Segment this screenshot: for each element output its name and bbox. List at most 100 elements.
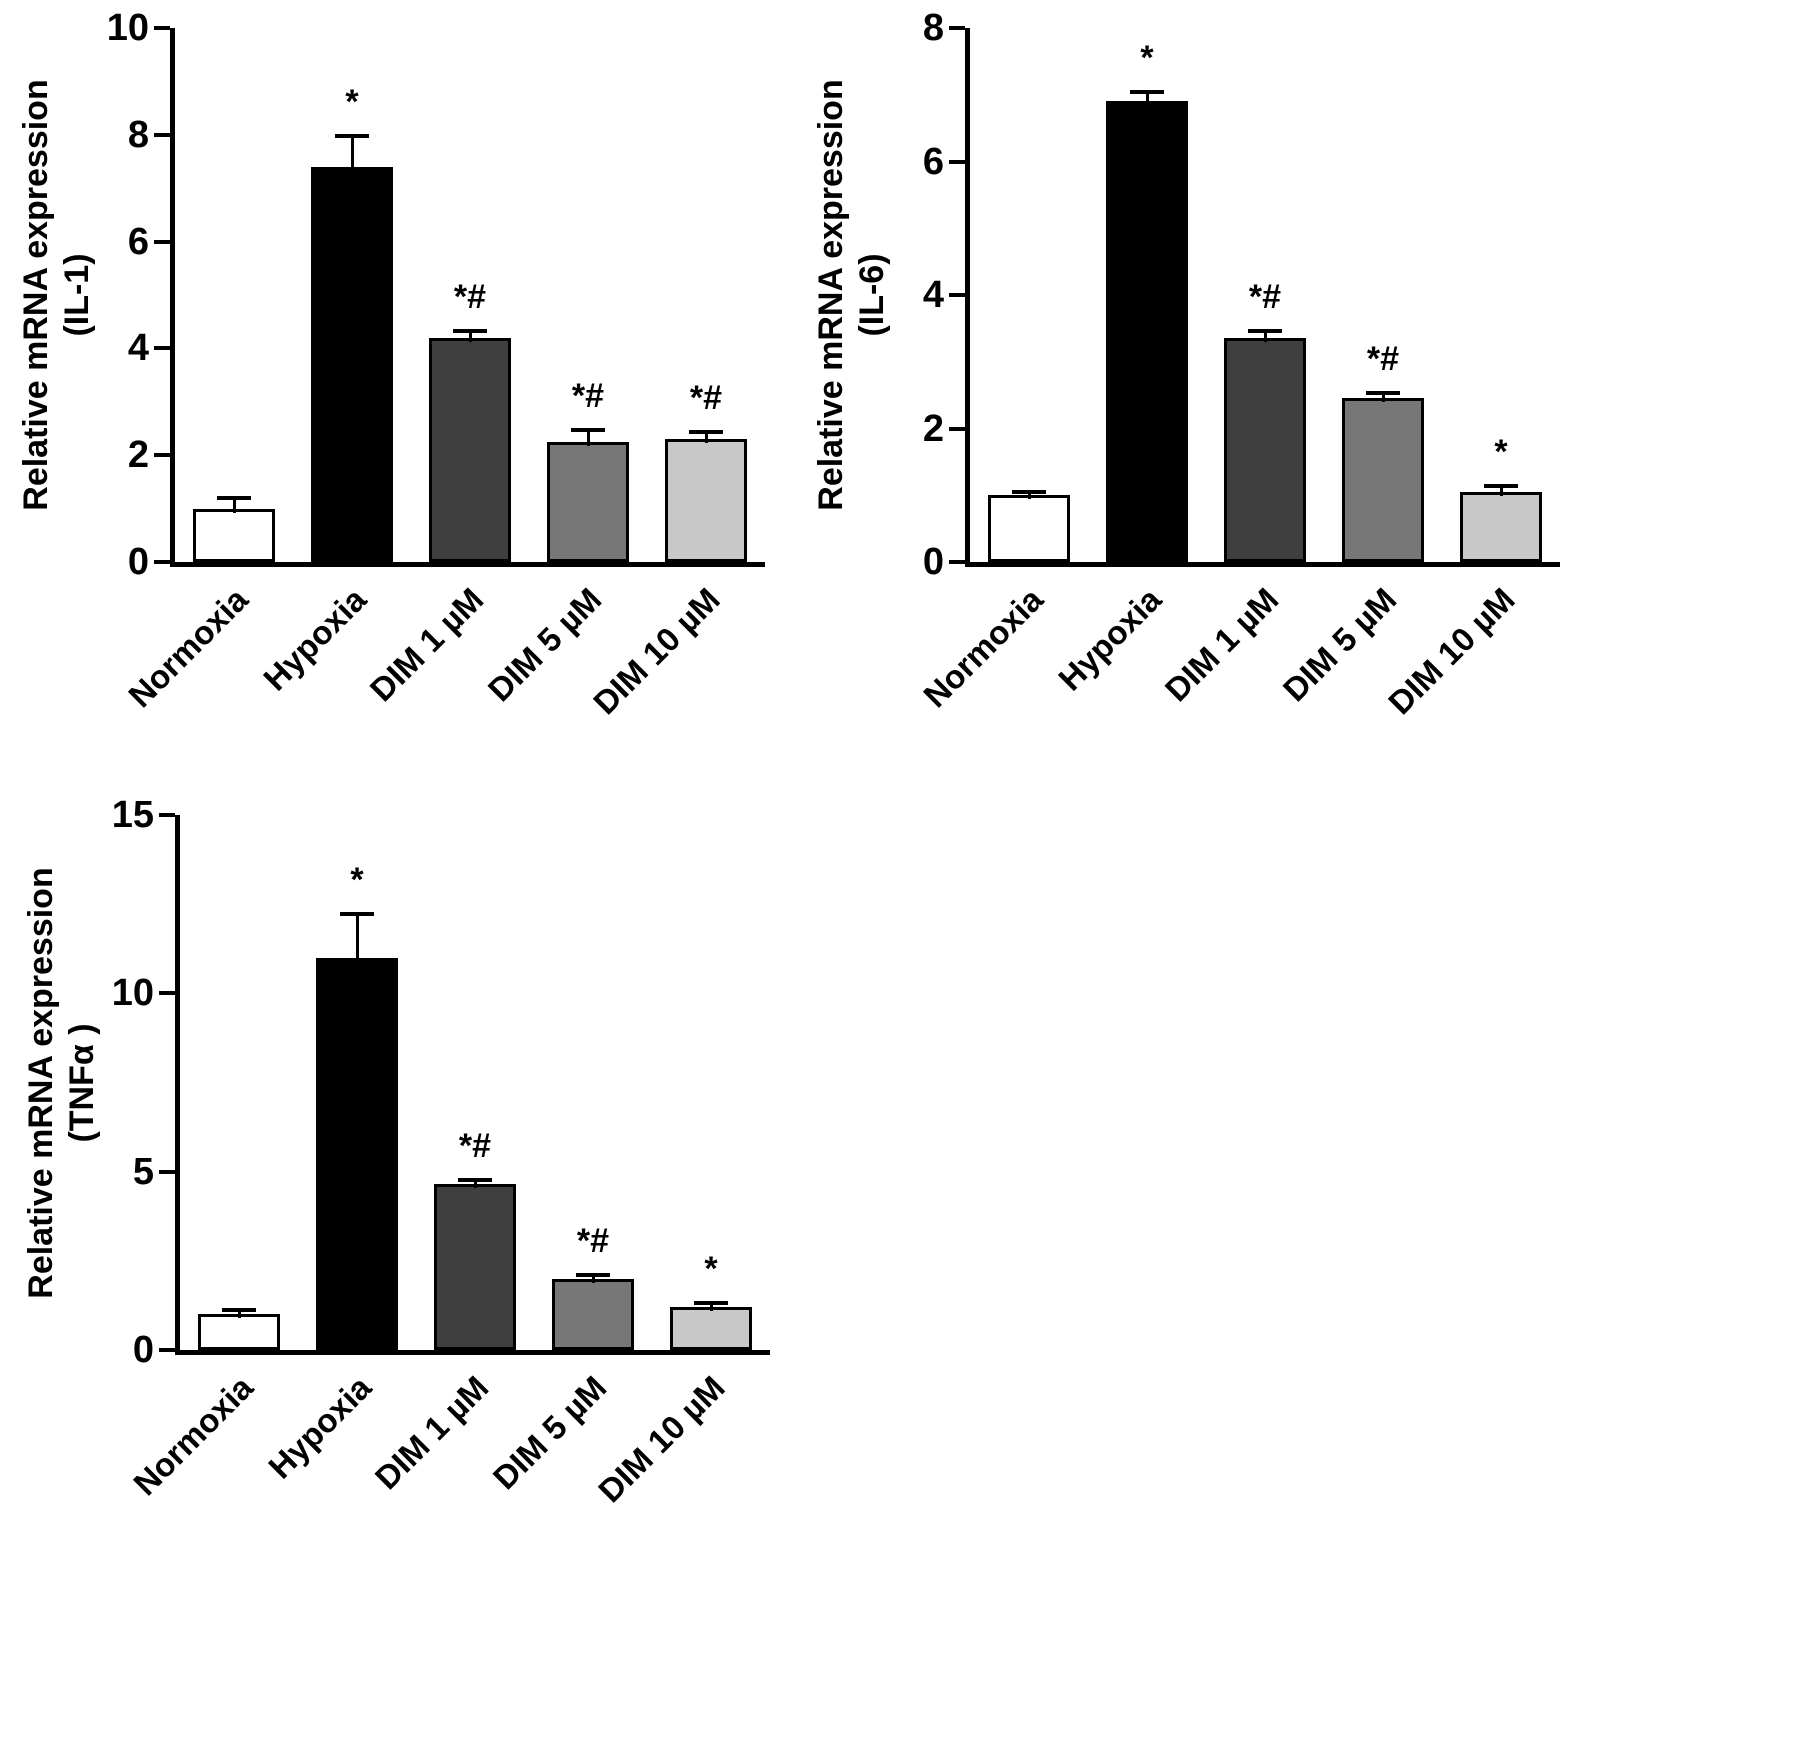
x-category-label: Hypoxia xyxy=(255,580,373,698)
y-tick-mark xyxy=(949,293,965,297)
x-category-label: Normoxia xyxy=(120,580,255,715)
error-bar-stem xyxy=(350,137,354,171)
bar-dim-5-m xyxy=(1342,398,1424,562)
error-bar-stem xyxy=(355,914,359,962)
bar-normoxia xyxy=(198,1314,280,1350)
error-bar-cap xyxy=(1012,489,1046,494)
error-bar-cap xyxy=(1366,390,1400,395)
error-bar-stem xyxy=(473,1181,477,1189)
bar-dim-1-m xyxy=(1224,338,1306,562)
bar-normoxia xyxy=(988,495,1070,562)
bar-dim-5-m xyxy=(547,441,629,562)
bar-dim-10-m xyxy=(1460,491,1542,562)
x-category-label: Hypoxia xyxy=(1050,580,1168,698)
error-bar-cap xyxy=(1130,90,1164,95)
y-tick-mark xyxy=(154,346,170,351)
error-bar-cap xyxy=(340,911,374,916)
bar-dim-10-m xyxy=(665,439,747,562)
y-axis-title-line2: (IL-6) xyxy=(853,253,891,337)
y-tick-label: 0 xyxy=(132,1329,154,1371)
y-tick-label: 6 xyxy=(922,140,944,183)
y-axis-title: Relative mRNA expression (IL-6) xyxy=(811,79,893,510)
y-tick-label: 10 xyxy=(111,972,154,1015)
x-category-label: DIM 10 µM xyxy=(586,580,727,722)
y-tick-mark xyxy=(159,813,175,817)
bar-dim-5-m xyxy=(552,1278,634,1350)
y-tick-label: 15 xyxy=(111,794,154,836)
error-bar-stem xyxy=(591,1275,595,1283)
y-tick-label: 2 xyxy=(922,407,944,450)
error-bar-stem xyxy=(586,431,590,446)
y-axis-title: Relative mRNA expression (TNFα ) xyxy=(21,867,103,1298)
y-axis-title-line1: Relative mRNA expression xyxy=(22,866,61,1299)
bar-dim-10-m xyxy=(670,1307,752,1350)
error-bar-stem xyxy=(1381,393,1385,403)
significance-annotation: *# xyxy=(453,278,487,317)
error-bar-cap xyxy=(571,428,605,433)
significance-annotation: *# xyxy=(1366,339,1400,378)
y-tick-label: 4 xyxy=(922,274,944,316)
y-axis-title-line2: (IL-1) xyxy=(58,253,96,337)
bar-hypoxia xyxy=(316,957,398,1350)
error-bar-cap xyxy=(335,134,369,139)
y-tick-label: 0 xyxy=(127,541,149,583)
y-axis-title-line2: (TNFα ) xyxy=(63,1022,101,1143)
y-tick-mark xyxy=(949,426,965,431)
y-tick-mark xyxy=(949,560,965,564)
bar-dim-1-m xyxy=(429,337,511,562)
y-tick-mark xyxy=(154,453,170,458)
x-category-label: DIM 1 µM xyxy=(1157,580,1286,709)
significance-annotation: *# xyxy=(689,378,723,417)
x-category-label: DIM 5 µM xyxy=(485,1368,614,1497)
y-tick-mark xyxy=(159,991,175,996)
error-bar-stem xyxy=(232,498,236,513)
significance-annotation: *# xyxy=(571,377,605,416)
y-tick-mark xyxy=(949,159,965,164)
significance-annotation: *# xyxy=(1248,277,1282,316)
y-tick-mark xyxy=(949,26,965,30)
x-category-label: DIM 10 µM xyxy=(591,1368,732,1510)
x-category-label: DIM 1 µM xyxy=(362,580,491,709)
error-bar-stem xyxy=(709,1303,713,1312)
x-category-label: Hypoxia xyxy=(260,1368,378,1486)
error-bar-cap xyxy=(694,1300,728,1305)
error-bar-stem xyxy=(1027,492,1031,500)
error-bar-stem xyxy=(237,1310,241,1319)
x-category-label: Normoxia xyxy=(915,580,1050,715)
chart-panel-tnfa: 0 5 10 15 Normoxia * Hypoxia *# DIM 1 µM *# DIM 5 … xyxy=(0,787,900,1759)
y-axis-title: Relative mRNA expression (IL-1) xyxy=(16,79,98,510)
x-category-label: DIM 10 µM xyxy=(1381,580,1522,722)
y-axis-title-line1: Relative mRNA expression xyxy=(17,79,56,511)
y-tick-mark xyxy=(154,560,170,564)
error-bar-cap xyxy=(453,329,487,334)
x-category-label: DIM 1 µM xyxy=(367,1368,496,1497)
y-tick-label: 5 xyxy=(132,1150,154,1193)
plot-area: 0 2 4 6 8 Normoxia * Hypoxia *# DIM 1 µM *# DIM 5 µ… xyxy=(916,9,1560,721)
y-tick-label: 0 xyxy=(922,541,944,583)
y-tick-mark xyxy=(154,132,170,137)
error-bar-cap xyxy=(1484,484,1518,489)
y-tick-mark xyxy=(154,26,170,30)
significance-annotation: * xyxy=(704,1249,718,1288)
error-bar-cap xyxy=(458,1178,492,1183)
x-category-label: DIM 5 µM xyxy=(480,580,609,709)
x-category-label: Normoxia xyxy=(125,1368,260,1503)
y-tick-label: 4 xyxy=(127,327,149,370)
significance-annotation: *# xyxy=(458,1127,492,1166)
error-bar-stem xyxy=(1263,331,1267,343)
y-tick-label: 6 xyxy=(127,220,149,263)
bar-dim-1-m xyxy=(434,1184,516,1350)
chart-panel-il6: 0 2 4 6 8 Normoxia * Hypoxia *# DIM 1 µM *# DIM 5 µ… xyxy=(795,0,1795,782)
error-bar-stem xyxy=(468,332,472,342)
error-bar-cap xyxy=(689,429,723,434)
significance-annotation: * xyxy=(1494,433,1508,472)
error-bar-cap xyxy=(222,1307,256,1312)
y-tick-mark xyxy=(159,1348,175,1352)
y-tick-label: 8 xyxy=(127,113,149,156)
error-bar-stem xyxy=(704,432,708,444)
error-bar-stem xyxy=(1145,93,1149,106)
y-tick-label: 10 xyxy=(106,7,149,49)
bar-normoxia xyxy=(193,508,275,562)
significance-annotation: * xyxy=(345,83,359,122)
